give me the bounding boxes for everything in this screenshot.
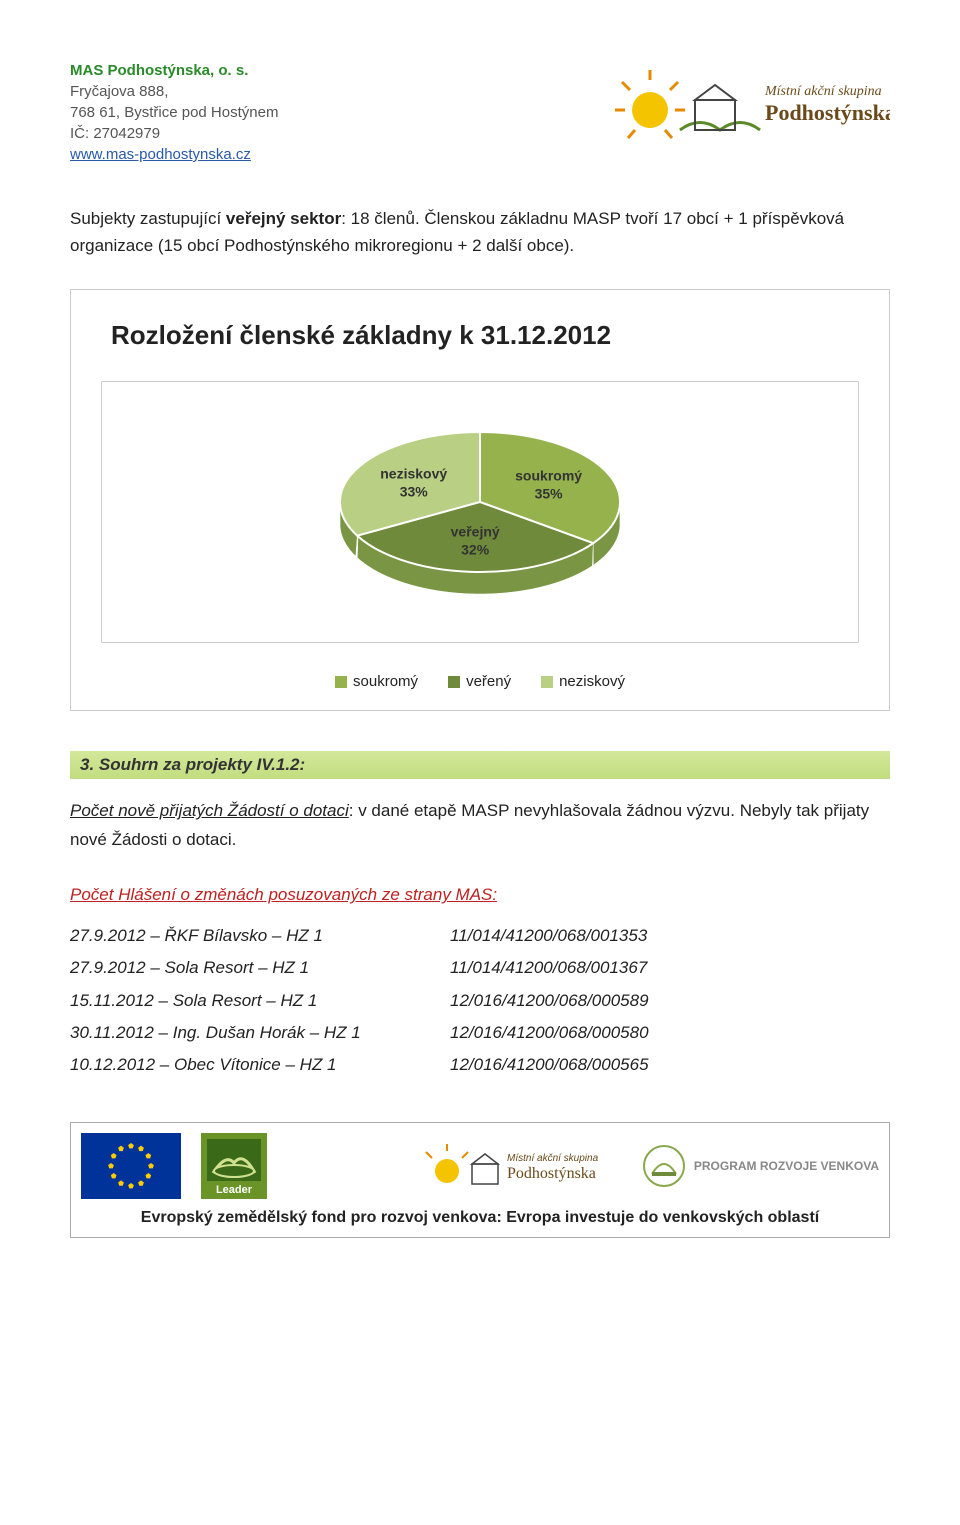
svg-text:soukromý: soukromý bbox=[515, 468, 582, 484]
reports-head-text: Počet Hlášení o změnách posuzovaných ze … bbox=[70, 885, 492, 904]
chart-title: Rozložení členské základny k 31.12.2012 bbox=[91, 310, 869, 381]
report-row: 27.9.2012 – ŘKF Bílavsko – HZ 111/014/41… bbox=[70, 920, 890, 952]
legend-swatch bbox=[335, 676, 347, 688]
footer-mas-logo: Místní akční skupina Podhostýnska bbox=[422, 1136, 622, 1196]
reports-list: 27.9.2012 – ŘKF Bílavsko – HZ 111/014/41… bbox=[70, 920, 890, 1081]
report-row: 27.9.2012 – Sola Resort – HZ 111/014/412… bbox=[70, 952, 890, 984]
svg-text:33%: 33% bbox=[400, 484, 429, 500]
reports-heading: Počet Hlášení o změnách posuzovaných ze … bbox=[70, 885, 890, 905]
org-ico: IČ: 27042979 bbox=[70, 123, 278, 144]
legend-label: soukromý bbox=[353, 673, 418, 690]
report-row: 10.12.2012 – Obec Vítonice – HZ 112/016/… bbox=[70, 1049, 890, 1081]
svg-text:Místní akční skupina: Místní akční skupina bbox=[507, 1153, 599, 1164]
report-right: 12/016/41200/068/000589 bbox=[450, 985, 890, 1017]
reports-head-suffix: : bbox=[492, 885, 497, 904]
org-name: MAS Podhostýnska, o. s. bbox=[70, 60, 278, 81]
svg-text:neziskový: neziskový bbox=[380, 466, 447, 482]
report-left: 15.11.2012 – Sola Resort – HZ 1 bbox=[70, 985, 450, 1017]
legend-swatch bbox=[541, 676, 553, 688]
legend-item: veřený bbox=[448, 673, 511, 690]
intro-paragraph: Subjekty zastupující veřejný sektor: 18 … bbox=[70, 205, 890, 259]
legend-label: veřený bbox=[466, 673, 511, 690]
org-logo: Místní akční skupina Podhostýnska bbox=[610, 60, 890, 150]
program-label: PROGRAM ROZVOJE VENKOVA bbox=[694, 1159, 879, 1173]
legend-swatch bbox=[448, 676, 460, 688]
footer-tagline: Evropský zemědělský fond pro rozvoj venk… bbox=[81, 1209, 879, 1227]
intro-prefix: Subjekty zastupující bbox=[70, 209, 226, 228]
chart-legend: soukromý veřený neziskový bbox=[91, 663, 869, 700]
report-left: 30.11.2012 – Ing. Dušan Horák – HZ 1 bbox=[70, 1017, 450, 1049]
leader-logo: Leader bbox=[201, 1133, 267, 1199]
report-right: 12/016/41200/068/000565 bbox=[450, 1049, 890, 1081]
svg-text:32%: 32% bbox=[461, 542, 490, 558]
section-heading: 3. Souhrn za projekty IV.1.2: bbox=[70, 751, 890, 779]
report-right: 11/014/41200/068/001353 bbox=[450, 920, 890, 952]
report-row: 15.11.2012 – Sola Resort – HZ 112/016/41… bbox=[70, 985, 890, 1017]
report-right: 12/016/41200/068/000580 bbox=[450, 1017, 890, 1049]
pie-container: neziskový 33% soukromý 35% veřejný 32% bbox=[101, 381, 859, 643]
report-left: 27.9.2012 – ŘKF Bílavsko – HZ 1 bbox=[70, 920, 450, 952]
para-underline: Počet nově přijatých Žádostí o dotaci bbox=[70, 801, 349, 820]
logo-text-2: Podhostýnska bbox=[765, 100, 890, 125]
org-addr1: Fryčajova 888, bbox=[70, 81, 278, 102]
pie-chart-panel: Rozložení členské základny k 31.12.2012 … bbox=[70, 289, 890, 711]
eu-flag-icon bbox=[81, 1133, 181, 1199]
program-block: PROGRAM ROZVOJE VENKOVA bbox=[642, 1144, 879, 1188]
report-left: 10.12.2012 – Obec Vítonice – HZ 1 bbox=[70, 1049, 450, 1081]
legend-item: neziskový bbox=[541, 673, 625, 690]
logo-text-1: Místní akční skupina bbox=[764, 84, 882, 99]
org-info: MAS Podhostýnska, o. s. Fryčajova 888, 7… bbox=[70, 60, 278, 165]
section-paragraph: Počet nově přijatých Žádostí o dotaci: v… bbox=[70, 797, 890, 855]
org-addr2: 768 61, Bystřice pod Hostýnem bbox=[70, 102, 278, 123]
report-right: 11/014/41200/068/001367 bbox=[450, 952, 890, 984]
svg-text:Podhostýnska: Podhostýnska bbox=[507, 1165, 596, 1182]
page-header: MAS Podhostýnska, o. s. Fryčajova 888, 7… bbox=[70, 60, 890, 165]
pie-chart: neziskový 33% soukromý 35% veřejný 32% bbox=[250, 402, 710, 622]
svg-text:veřejný: veřejný bbox=[451, 524, 500, 540]
svg-text:35%: 35% bbox=[535, 486, 564, 502]
legend-item: soukromý bbox=[335, 673, 418, 690]
report-row: 30.11.2012 – Ing. Dušan Horák – HZ 112/0… bbox=[70, 1017, 890, 1049]
svg-text:Leader: Leader bbox=[216, 1184, 253, 1196]
footer-banner: Leader Místní akční skupina Podhostýnska bbox=[70, 1122, 890, 1238]
legend-label: neziskový bbox=[559, 673, 625, 690]
report-left: 27.9.2012 – Sola Resort – HZ 1 bbox=[70, 952, 450, 984]
intro-bold: veřejný sektor bbox=[226, 209, 341, 228]
program-icon bbox=[642, 1144, 686, 1188]
org-website-link[interactable]: www.mas-podhostynska.cz bbox=[70, 146, 251, 163]
